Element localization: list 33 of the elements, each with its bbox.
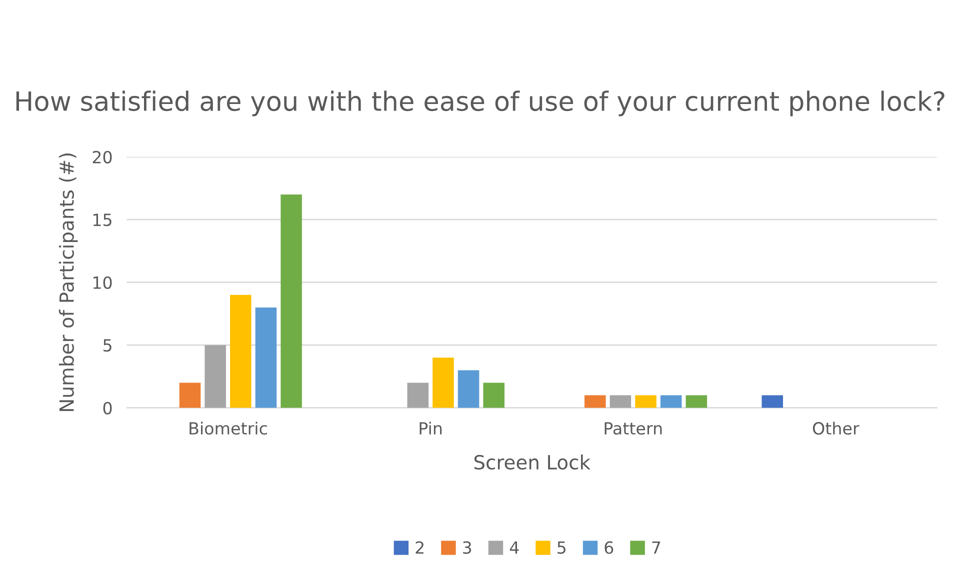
bar — [660, 395, 682, 408]
bar — [686, 395, 708, 408]
bar — [483, 382, 504, 408]
legend-label: 7 — [652, 541, 660, 554]
bar — [280, 194, 302, 408]
y-axis-title: Number of Participants (#) — [58, 154, 78, 411]
legend-label: 5 — [558, 541, 566, 554]
legend-label: 4 — [510, 541, 519, 554]
x-tick-label: Other — [812, 422, 860, 435]
x-tick-label: Pin — [420, 422, 442, 434]
legend-label: 6 — [604, 541, 614, 554]
bar — [255, 307, 277, 408]
bar — [762, 395, 784, 408]
bar — [635, 395, 656, 408]
y-tick-label: 15 — [93, 214, 112, 226]
x-tick-label: Biometric — [190, 422, 267, 435]
bar — [230, 294, 252, 408]
bar — [458, 370, 480, 408]
bar — [584, 395, 606, 408]
y-tick-label: 20 — [92, 150, 112, 164]
y-tick-label: 0 — [103, 402, 112, 414]
legend-label: 2 — [416, 541, 424, 554]
bar — [407, 382, 429, 408]
chart-title: How satisfied are you with the ease of use of your current phone lock? — [16, 90, 944, 116]
bar — [610, 395, 632, 408]
x-tick-label: Pattern — [604, 422, 662, 435]
legend-label: 3 — [463, 541, 472, 554]
x-axis-title: Screen Lock — [474, 454, 590, 470]
bar — [179, 382, 201, 408]
bar — [432, 358, 454, 408]
bar — [204, 345, 226, 408]
y-tick-label: 5 — [104, 339, 112, 352]
y-tick-label: 10 — [93, 276, 112, 289]
